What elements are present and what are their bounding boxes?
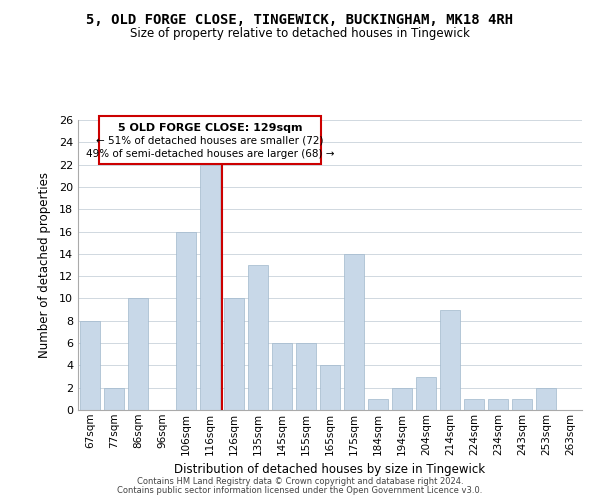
Bar <box>128 298 148 410</box>
Text: Contains public sector information licensed under the Open Government Licence v3: Contains public sector information licen… <box>118 486 482 495</box>
Text: 5 OLD FORGE CLOSE: 129sqm: 5 OLD FORGE CLOSE: 129sqm <box>118 122 302 132</box>
Bar <box>224 298 244 410</box>
Bar <box>344 254 364 410</box>
Text: 49% of semi-detached houses are larger (68) →: 49% of semi-detached houses are larger (… <box>86 150 334 160</box>
Bar <box>296 343 316 410</box>
Bar <box>416 376 436 410</box>
Y-axis label: Number of detached properties: Number of detached properties <box>38 172 50 358</box>
Text: 5, OLD FORGE CLOSE, TINGEWICK, BUCKINGHAM, MK18 4RH: 5, OLD FORGE CLOSE, TINGEWICK, BUCKINGHA… <box>86 12 514 26</box>
X-axis label: Distribution of detached houses by size in Tingewick: Distribution of detached houses by size … <box>175 463 485 476</box>
Bar <box>512 399 532 410</box>
Bar <box>272 343 292 410</box>
Text: Contains HM Land Registry data © Crown copyright and database right 2024.: Contains HM Land Registry data © Crown c… <box>137 477 463 486</box>
Bar <box>440 310 460 410</box>
Text: ← 51% of detached houses are smaller (72): ← 51% of detached houses are smaller (72… <box>96 136 324 146</box>
Bar <box>392 388 412 410</box>
Text: Size of property relative to detached houses in Tingewick: Size of property relative to detached ho… <box>130 28 470 40</box>
Bar <box>368 399 388 410</box>
FancyBboxPatch shape <box>100 116 320 164</box>
Bar <box>80 321 100 410</box>
Bar <box>104 388 124 410</box>
Bar <box>488 399 508 410</box>
Bar <box>536 388 556 410</box>
Bar <box>176 232 196 410</box>
Bar <box>464 399 484 410</box>
Bar <box>320 366 340 410</box>
Bar <box>248 265 268 410</box>
Bar <box>200 164 220 410</box>
